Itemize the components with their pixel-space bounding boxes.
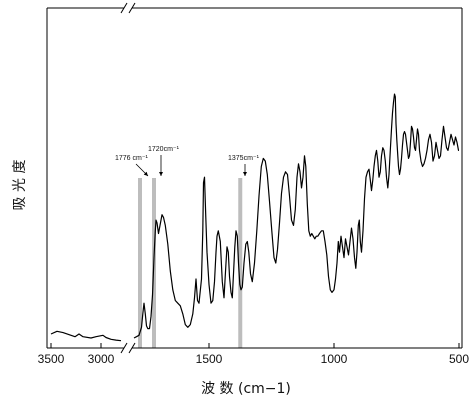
- x-axis-ticks: 3500 3000 1500 1000 500: [38, 343, 469, 366]
- axis-break-mark: [120, 342, 128, 354]
- highlight-band: [238, 178, 243, 348]
- axis-break-mark: [128, 342, 136, 354]
- peak-label: 1776 cm⁻¹: [115, 155, 149, 162]
- spectrum-line-right: [133, 93, 460, 339]
- x-tick-label: 3500: [38, 352, 65, 366]
- peak-label: 1375cm⁻¹: [228, 155, 260, 162]
- x-tick-label: 1500: [196, 352, 223, 366]
- peak-label: 1720cm⁻¹: [148, 146, 180, 153]
- x-axis-title: 波 数 (cm−1): [201, 381, 291, 397]
- plot-frame: [46, 2, 463, 354]
- peak-arrowhead: [143, 171, 148, 176]
- spectrum-lines: [50, 93, 460, 342]
- highlight-band: [138, 178, 142, 348]
- x-tick-label: 3000: [88, 352, 115, 366]
- x-tick-label: 500: [449, 352, 469, 366]
- spectrum-line-left: [50, 330, 122, 342]
- y-axis-title: 吸 光 度: [12, 160, 28, 211]
- peak-arrowhead: [159, 172, 163, 176]
- peak-arrowhead: [243, 172, 247, 176]
- axis-break-mark: [128, 2, 136, 14]
- x-tick-label: 1000: [321, 352, 348, 366]
- peak-annotations: 1776 cm⁻¹ 1720cm⁻¹ 1375cm⁻¹: [115, 146, 260, 177]
- axis-break-mark: [120, 2, 128, 14]
